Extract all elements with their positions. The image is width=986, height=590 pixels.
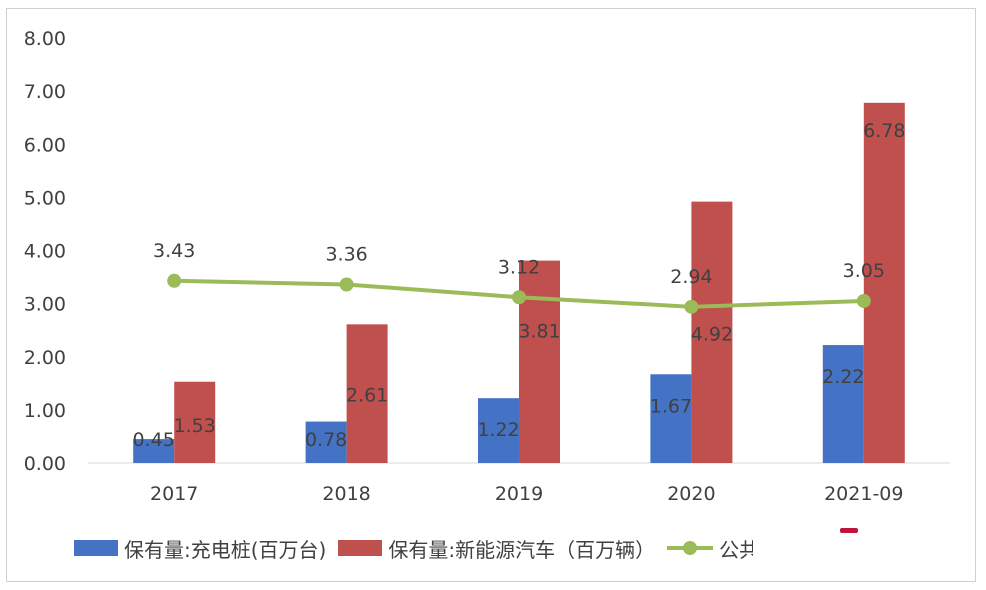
bar-new-energy-vehicles bbox=[863, 102, 905, 463]
legend-swatch-new-energy-vehicles bbox=[338, 540, 383, 556]
ratio-point bbox=[339, 277, 354, 292]
bar-new-energy-vehicles bbox=[519, 260, 560, 463]
data-label-new-energy-vehicles: 1.53 bbox=[174, 415, 216, 437]
y-tick-label: 3.00 bbox=[24, 294, 66, 316]
legend-item-ratio: 公共 bbox=[667, 534, 753, 563]
legend-swatch-ratio bbox=[667, 540, 714, 556]
ratio-point bbox=[167, 273, 182, 288]
data-label-charging-piles: 2.22 bbox=[822, 366, 864, 388]
legend-item-charging-piles: 保有量:充电桩(百万台) bbox=[74, 534, 326, 563]
data-label-ratio: 3.12 bbox=[498, 256, 540, 278]
x-tick-label: 2021-09 bbox=[824, 483, 903, 505]
y-tick-label: 2.00 bbox=[24, 347, 66, 369]
legend-label-new-energy-vehicles: 保有量:新能源汽车（百万辆） bbox=[388, 537, 656, 562]
watermark-logo bbox=[838, 520, 970, 568]
data-label-new-energy-vehicles: 3.81 bbox=[518, 321, 560, 343]
ratio-point bbox=[856, 293, 871, 308]
data-label-ratio: 3.43 bbox=[153, 240, 195, 262]
data-label-new-energy-vehicles: 4.92 bbox=[691, 324, 733, 346]
y-tick-label: 8.00 bbox=[24, 28, 66, 50]
ratio-point bbox=[684, 299, 699, 314]
y-tick-label: 4.00 bbox=[24, 241, 66, 263]
y-tick-label: 7.00 bbox=[24, 81, 66, 103]
y-tick-label: 0.00 bbox=[24, 453, 66, 475]
data-label-charging-piles: 0.45 bbox=[133, 429, 175, 451]
bar-new-energy-vehicles bbox=[346, 324, 388, 463]
data-label-new-energy-vehicles: 6.78 bbox=[863, 120, 905, 142]
legend-label-ratio: 公共 bbox=[719, 537, 754, 562]
data-label-charging-piles: 1.67 bbox=[650, 395, 692, 417]
data-label-new-energy-vehicles: 2.61 bbox=[346, 384, 388, 406]
bar-charging-piles bbox=[133, 439, 175, 463]
y-tick-label: 6.00 bbox=[24, 134, 66, 156]
bar-charging-piles bbox=[305, 421, 347, 463]
data-label-charging-piles: 1.22 bbox=[477, 419, 519, 441]
x-tick-label: 2018 bbox=[322, 483, 370, 505]
chart-legend: 保有量:充电桩(百万台) 保有量:新能源汽车（百万辆） 公共 bbox=[74, 533, 765, 563]
bar-charging-piles bbox=[478, 398, 519, 463]
bar-new-energy-vehicles bbox=[174, 381, 216, 463]
x-tick-label: 2019 bbox=[495, 483, 543, 505]
data-label-ratio: 3.36 bbox=[325, 244, 367, 266]
x-tick-label: 2017 bbox=[150, 483, 198, 505]
bar-new-energy-vehicles bbox=[691, 201, 733, 463]
legend-swatch-charging-piles bbox=[74, 540, 118, 556]
legend-label-charging-piles: 保有量:充电桩(百万台) bbox=[124, 537, 327, 562]
data-label-ratio: 3.05 bbox=[843, 260, 885, 282]
bar-charging-piles bbox=[650, 374, 692, 463]
ratio-point bbox=[512, 290, 526, 305]
legend-item-new-energy-vehicles: 保有量:新能源汽车（百万辆） bbox=[338, 534, 655, 563]
data-label-charging-piles: 0.78 bbox=[305, 429, 347, 451]
y-tick-label: 5.00 bbox=[24, 187, 66, 209]
x-tick-label: 2020 bbox=[667, 483, 715, 505]
bar-charging-piles bbox=[822, 345, 864, 463]
data-label-ratio: 2.94 bbox=[670, 266, 712, 288]
y-tick-label: 1.00 bbox=[24, 400, 66, 422]
